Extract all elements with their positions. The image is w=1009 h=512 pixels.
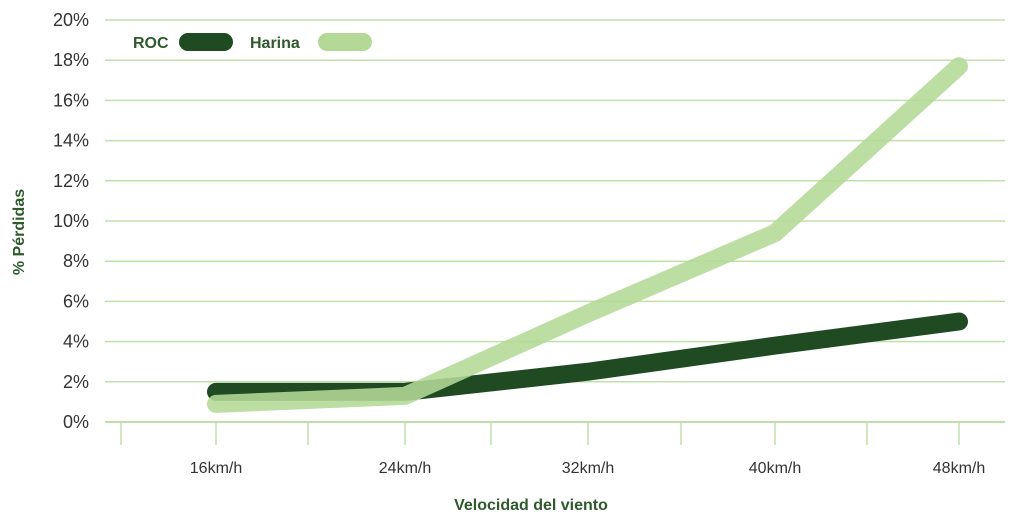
- x-axis: 16km/h 24km/h 32km/h 40km/h 48km/h: [120, 422, 985, 477]
- y-tick-label: 20%: [53, 10, 89, 30]
- y-tick-label: 10%: [53, 211, 89, 231]
- x-tick-label: 40km/h: [749, 460, 801, 477]
- y-tick-label: 14%: [53, 131, 89, 151]
- y-tick-label: 8%: [63, 251, 89, 271]
- x-tick-label: 48km/h: [933, 460, 985, 477]
- legend: ROC Harina: [133, 33, 372, 52]
- legend-label-roc: ROC: [133, 35, 169, 52]
- legend-label-harina: Harina: [250, 35, 300, 52]
- x-tick-label: 32km/h: [562, 460, 614, 477]
- series-lines: [207, 57, 968, 413]
- y-tick-label: 6%: [63, 291, 89, 311]
- y-tick-label: 2%: [63, 372, 89, 392]
- y-axis-ticks: 0% 2% 4% 6% 8% 10% 12% 14% 16% 18% 20%: [53, 10, 89, 432]
- grid-lines: [105, 19, 1005, 423]
- x-axis-title: Velocidad del viento: [454, 497, 608, 512]
- y-tick-label: 16%: [53, 90, 89, 110]
- x-tick-label: 24km/h: [379, 460, 431, 477]
- y-tick-label: 4%: [63, 332, 89, 352]
- y-axis-title: % Pérdidas: [11, 189, 28, 275]
- y-tick-label: 0%: [63, 412, 89, 432]
- x-tick-label: 16km/h: [190, 460, 242, 477]
- series-line-harina: [207, 57, 968, 413]
- y-tick-label: 18%: [53, 50, 89, 70]
- y-tick-label: 12%: [53, 171, 89, 191]
